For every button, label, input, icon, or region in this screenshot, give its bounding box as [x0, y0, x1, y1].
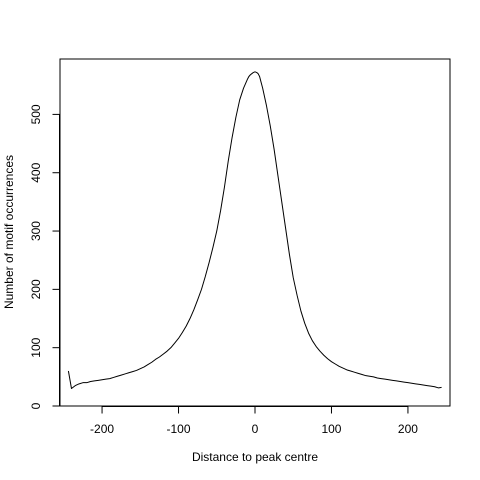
y-tick-label: 500: [29, 104, 43, 124]
y-axis: 0 100 200 300 400 500: [29, 104, 60, 409]
x-tick-label: -200: [90, 422, 114, 436]
x-axis-title: Distance to peak centre: [192, 450, 318, 464]
series-layer: [67, 71, 442, 389]
x-tick-label: 200: [398, 422, 418, 436]
y-tick-label: 0: [29, 402, 43, 409]
plot-frame: [59, 58, 451, 407]
x-axis: -200 -100 0 100 200: [90, 406, 418, 436]
x-tick-label: 100: [321, 422, 341, 436]
x-tick-label: -100: [167, 422, 191, 436]
y-tick-label: 200: [29, 279, 43, 299]
y-axis-title: Number of motif occurrences: [2, 155, 16, 309]
y-tick-label: 300: [29, 221, 43, 241]
y-tick-label: 100: [29, 337, 43, 357]
y-tick-label: 400: [29, 162, 43, 182]
series-line: [67, 71, 442, 389]
x-tick-label: 0: [252, 422, 259, 436]
